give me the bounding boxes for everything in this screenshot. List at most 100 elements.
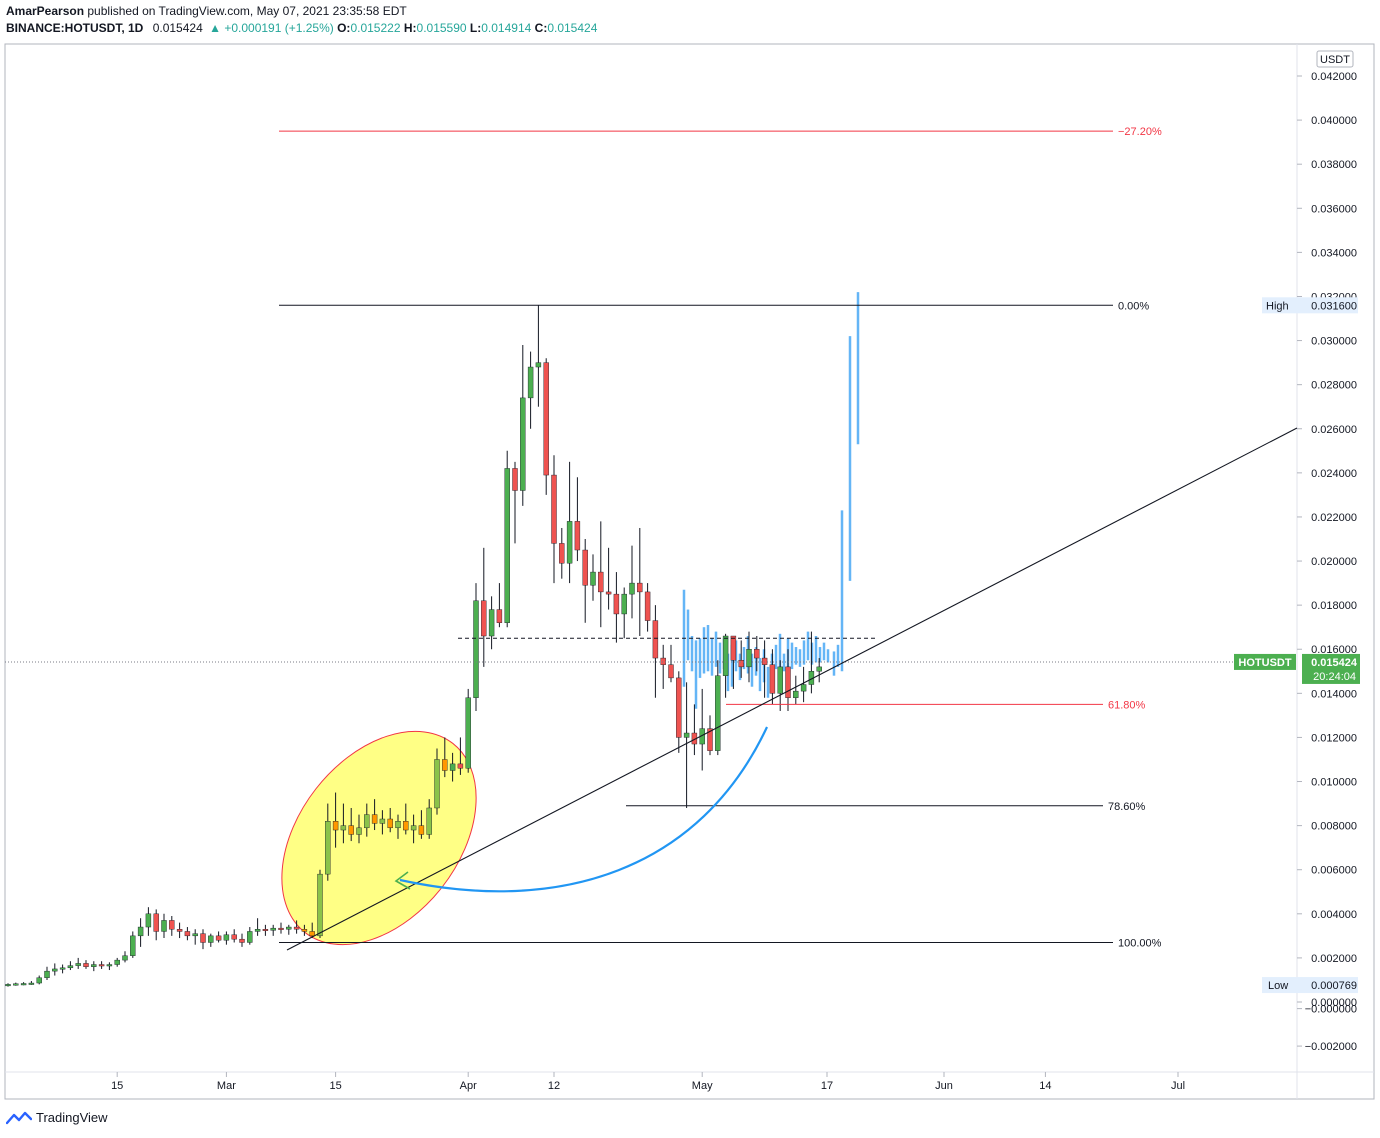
candle-body <box>800 684 807 692</box>
chart-frame <box>4 43 1375 1100</box>
low-value: 0.014914 <box>481 21 532 35</box>
time-axis[interactable]: 15 Mar 15 Apr 12 May 17 Jun 14 Jul <box>111 1072 1185 1092</box>
candle-body <box>621 593 627 615</box>
arrow-head-icon <box>394 871 411 890</box>
candle-body <box>816 666 822 672</box>
candle-body <box>754 649 760 659</box>
candle-body <box>449 763 456 771</box>
candle-body <box>262 929 269 931</box>
symbol-tag-label: HOTUSDT <box>1238 657 1291 669</box>
candle-body <box>83 963 89 967</box>
candle-body <box>192 933 198 937</box>
candle-body <box>332 821 339 831</box>
y-tick-label: 0.022000 <box>1311 512 1357 524</box>
y-tick-label: 0.034000 <box>1311 247 1357 259</box>
fib-level-label: 78.60% <box>1108 801 1146 813</box>
candle-body <box>434 759 440 809</box>
candle-body <box>75 963 81 966</box>
candle-body <box>317 873 323 937</box>
fib-level-label: 0.00% <box>1118 300 1149 312</box>
up-triangle-icon: ▲ <box>209 21 221 35</box>
candle-body <box>473 600 479 698</box>
open-value: 0.015222 <box>350 21 401 35</box>
candle-body <box>777 666 783 694</box>
candle-body <box>340 825 347 831</box>
y-tick-label: 0.000000 <box>1311 997 1357 1009</box>
x-tick-label: Mar <box>217 1080 236 1092</box>
symbol-legend: BINANCE:HOTUSDT, 1D 0.015424 ▲ +0.000191… <box>6 21 597 35</box>
price-axis[interactable]: 0.042000 0.040000 0.038000 0.036000 0.034000… <box>1297 50 1357 1053</box>
y-tick-label: 0.008000 <box>1311 821 1357 833</box>
currency-box <box>1316 50 1354 68</box>
candle-body <box>410 825 417 831</box>
ascending-trendline <box>286 427 1298 951</box>
candle-body <box>13 983 19 986</box>
y-tick-label: 0.036000 <box>1311 203 1357 215</box>
publisher-name: AmarPearson <box>6 4 85 18</box>
y-tick-label: 0.024000 <box>1311 468 1357 480</box>
price-tag-value: 0.015424 <box>1311 657 1358 669</box>
candle-body <box>98 964 105 967</box>
candle-body <box>309 931 315 937</box>
footer: TradingView <box>6 1110 108 1125</box>
candle-body <box>161 920 167 932</box>
symbol-tag-box <box>1234 653 1296 670</box>
candle-body <box>637 582 643 593</box>
close-label: C: <box>534 21 548 35</box>
y-tick-label: 0.030000 <box>1311 336 1357 348</box>
candle-body <box>130 935 136 956</box>
candle-body <box>301 929 308 932</box>
y-tick-label: −0.002000 <box>1305 1041 1357 1053</box>
curved-arrow <box>399 726 768 893</box>
candle-body <box>403 821 409 831</box>
candle-body <box>59 967 66 970</box>
candle-body <box>543 362 549 476</box>
candle-body <box>418 825 425 835</box>
candle-body <box>176 929 183 932</box>
price-tag-box <box>1302 653 1360 684</box>
x-tick-label: 17 <box>821 1080 833 1092</box>
candle-body <box>551 474 557 544</box>
y-tick-label: 0.028000 <box>1311 380 1357 392</box>
candle-body <box>683 732 690 738</box>
candle-body <box>512 468 518 491</box>
candle-body <box>28 982 35 985</box>
candle-body <box>20 983 27 986</box>
candle-body <box>590 571 596 586</box>
x-tick-label: 15 <box>111 1080 123 1092</box>
candle-body <box>278 927 284 930</box>
candle-body <box>247 931 253 943</box>
tradingview-logo-icon <box>6 1111 32 1124</box>
candle-body <box>286 926 292 930</box>
currency-label: USDT <box>1320 54 1350 66</box>
high-tag-price: 0.031600 <box>1311 300 1357 312</box>
candle-body <box>208 935 214 943</box>
candle-body <box>137 926 144 937</box>
x-tick-label: 14 <box>1039 1080 1051 1092</box>
candle-body <box>535 362 542 368</box>
price-tags: High 0.031600 Low 0.000769 HOTUSDT 0.015424 20… <box>1234 297 1360 994</box>
candle-body <box>387 818 393 829</box>
x-tick-label: Apr <box>460 1080 477 1092</box>
candle-body <box>364 814 370 829</box>
fib-level-label: 100.00% <box>1118 937 1162 949</box>
candle-body <box>465 697 471 769</box>
candle-body <box>598 571 604 593</box>
candle-body <box>114 959 120 965</box>
candle-body <box>730 635 737 661</box>
candle-body <box>215 935 222 941</box>
candle-body <box>254 929 261 932</box>
y-tick-label: 0.020000 <box>1311 556 1357 568</box>
candles <box>5 305 822 987</box>
candle-body <box>668 664 674 679</box>
y-tick-label: 0.026000 <box>1311 424 1357 436</box>
projection-bars <box>682 292 860 709</box>
candle-body <box>442 759 448 771</box>
high-label: H: <box>403 21 417 35</box>
candle-body <box>605 591 612 595</box>
symbol-name: BINANCE:HOTUSDT, 1D <box>6 21 144 35</box>
candle-body <box>481 600 487 637</box>
candle-body <box>715 675 721 751</box>
candle-body <box>746 649 752 668</box>
